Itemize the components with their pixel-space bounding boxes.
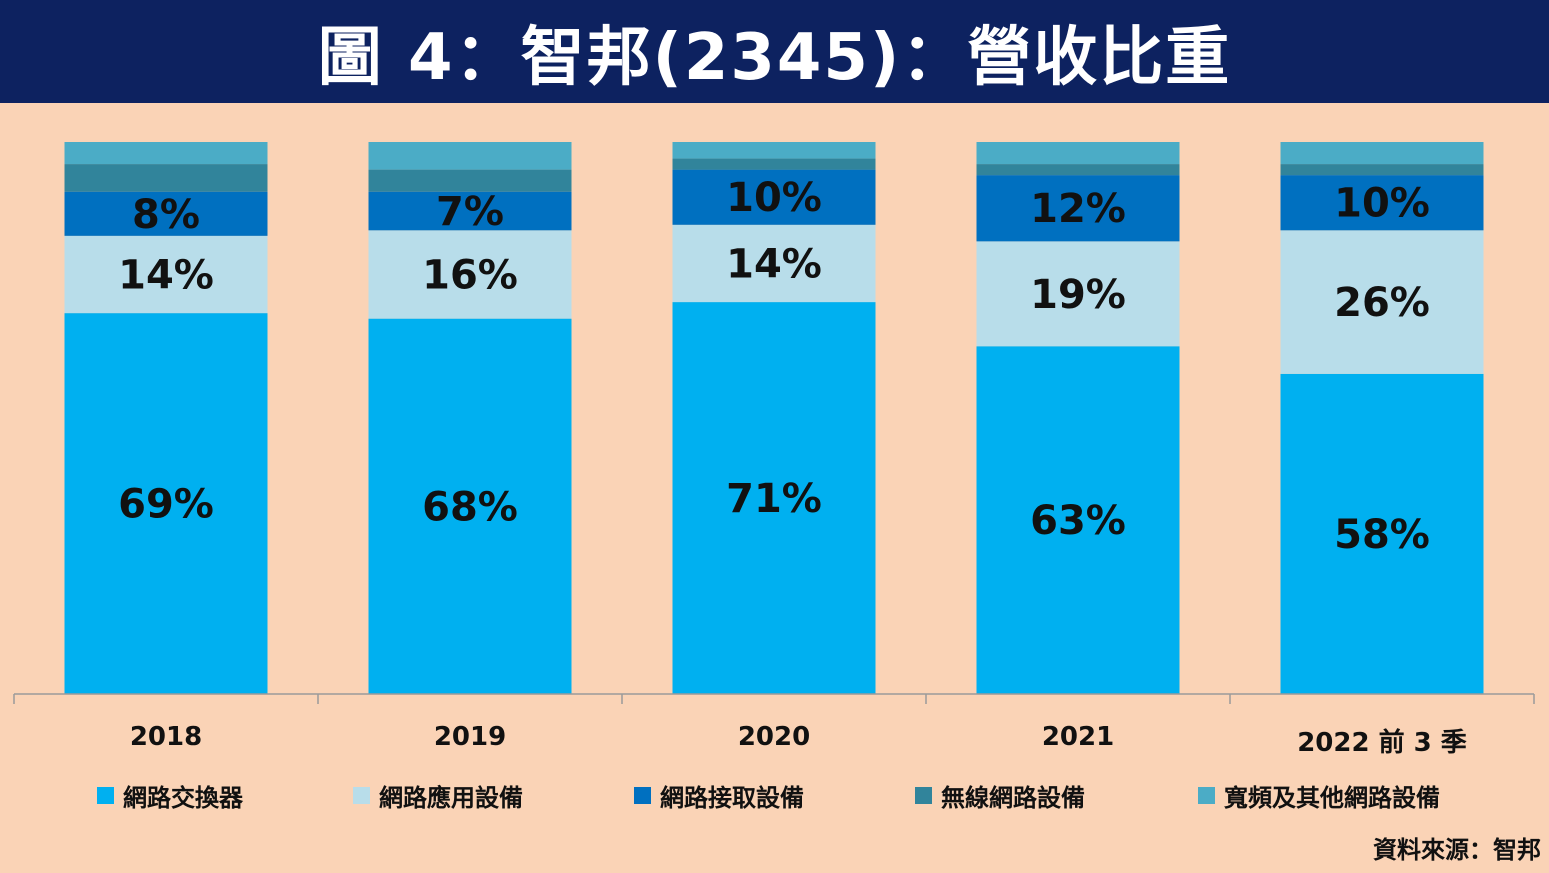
legend-label: 網路接取設備 — [660, 783, 804, 812]
bar-segment — [976, 241, 1180, 347]
bar-segment — [368, 142, 572, 170]
stacked-bar-chart: 69% 14% 8% 2018 68% 16% 7% 2019 71% 14% 10% 2020 63%… — [13, 142, 1535, 758]
legend-swatch — [1198, 786, 1215, 804]
legend-item: 無線網路設備 — [915, 775, 1085, 815]
bar-segment — [368, 318, 572, 694]
x-tick-label: 2022 前 3 季 — [1297, 727, 1467, 758]
bar-segment — [368, 169, 572, 192]
legend-swatch — [634, 786, 651, 804]
data-label: 71% — [726, 476, 822, 522]
bar-segment — [976, 346, 1180, 694]
chart-title: 圖 4：智邦(2345)：營收比重 — [317, 20, 1232, 95]
data-label: 68% — [422, 484, 518, 530]
bar-segment — [672, 169, 876, 225]
x-tick-label: 2020 — [738, 722, 810, 752]
bar-segment — [64, 313, 268, 694]
title-bar: 圖 4：智邦(2345)：營收比重 — [0, 0, 1549, 103]
data-label: 14% — [118, 252, 214, 298]
bar-segment — [368, 230, 572, 319]
legend-item: 網路接取設備 — [634, 775, 804, 815]
x-tick-label: 2019 — [434, 722, 506, 752]
bar-segment — [976, 164, 1180, 176]
data-label: 14% — [726, 241, 822, 287]
bar-segment — [976, 175, 1180, 242]
bar-segment — [1280, 373, 1484, 694]
bar-segment — [64, 191, 268, 236]
x-tick-label: 2018 — [130, 722, 202, 752]
bar-segment — [64, 164, 268, 192]
data-label: 69% — [118, 482, 214, 528]
bar-segment — [672, 142, 876, 159]
legend-swatch — [97, 786, 114, 804]
legend-label: 網路應用設備 — [379, 783, 523, 812]
bar-segment — [1280, 230, 1484, 374]
data-label: 12% — [1030, 186, 1126, 232]
legend-label: 網路交換器 — [123, 783, 243, 812]
data-label: 19% — [1030, 272, 1126, 318]
legend-item: 網路交換器 — [97, 775, 243, 815]
legend-swatch — [915, 786, 932, 804]
data-label: 26% — [1334, 280, 1430, 326]
legend-swatch — [353, 786, 370, 804]
legend-label: 寬頻及其他網路設備 — [1224, 783, 1440, 812]
source-note: 資料來源：智邦 — [1373, 836, 1541, 864]
bar-segment — [1280, 142, 1484, 165]
legend-label: 無線網路設備 — [941, 783, 1085, 812]
bar-segment — [672, 302, 876, 694]
chart-legend: 網路交換器 網路應用設備 網路接取設備 無線網路設備 寬頻及其他網路設備 — [0, 775, 1549, 815]
bar-segment — [64, 235, 268, 314]
data-label: 16% — [422, 252, 518, 298]
bar-segment — [1280, 164, 1484, 176]
bar-segment — [976, 142, 1180, 165]
bar-segment — [64, 142, 268, 165]
data-label: 58% — [1334, 512, 1430, 558]
bar-segment — [672, 158, 876, 170]
data-label: 10% — [726, 175, 822, 221]
legend-item: 網路應用設備 — [353, 775, 523, 815]
bar-segment — [672, 224, 876, 303]
data-label: 8% — [132, 192, 200, 238]
bar-segment — [1280, 175, 1484, 231]
data-label: 7% — [436, 189, 504, 235]
x-tick-label: 2021 — [1042, 722, 1114, 752]
legend-item: 寬頻及其他網路設備 — [1198, 775, 1440, 815]
bar-segment — [368, 191, 572, 231]
data-label: 10% — [1334, 181, 1430, 227]
data-label: 63% — [1030, 498, 1126, 544]
